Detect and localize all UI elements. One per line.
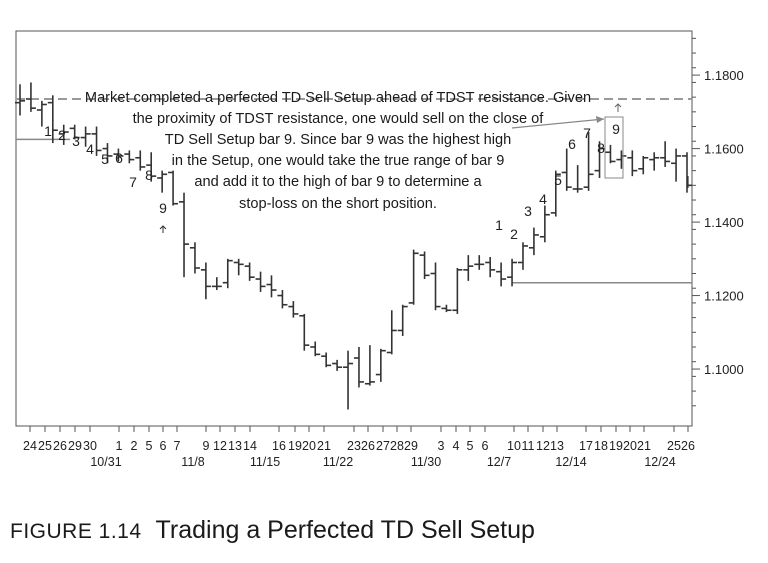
- x-day-label: 21: [317, 439, 331, 453]
- x-day-label: 10: [507, 439, 521, 453]
- x-day-label: 29: [404, 439, 418, 453]
- x-date-label: 11/8: [181, 455, 204, 469]
- x-day-label: 16: [272, 439, 286, 453]
- setup-count-label: 3: [72, 133, 80, 149]
- x-day-label: 29: [68, 439, 82, 453]
- annotation-line: the proximity of TDST resistance, one wo…: [133, 111, 545, 127]
- bar9-highlight-box: [604, 116, 624, 179]
- setup-count-label: 7: [129, 174, 137, 190]
- setup-count-label: 1: [495, 217, 503, 233]
- x-date-label: 11/15: [250, 455, 280, 469]
- x-day-label: 12: [536, 439, 550, 453]
- figure-number: FIGURE 1.14: [10, 520, 142, 543]
- annotation-arrow: [511, 118, 605, 129]
- x-day-label: 6: [160, 439, 167, 453]
- setup-count-label: 2: [58, 127, 66, 143]
- x-day-label: 20: [623, 439, 637, 453]
- x-axis: 24 25 26 29 30 1 2 5 6 7 9 12 13 14 16 19 20 21 23 26 27 28 29…: [23, 426, 695, 469]
- x-day-label: 23: [347, 439, 361, 453]
- x-day-label: 25: [667, 439, 681, 453]
- setup-count-label: 8: [145, 167, 153, 183]
- x-day-label: 28: [390, 439, 404, 453]
- setup-count-label: 1: [44, 123, 52, 139]
- y-tick-label: 1.1400: [704, 215, 744, 230]
- y-tick-label: 1.1600: [704, 142, 744, 157]
- x-day-label: 13: [550, 439, 564, 453]
- y-axis: 1.1800 1.1600 1.1400 1.1200 1.1000: [692, 37, 744, 407]
- x-day-label: 19: [288, 439, 302, 453]
- x-day-label: 27: [376, 439, 390, 453]
- x-day-label: 13: [228, 439, 242, 453]
- setup-count-label: 6: [568, 136, 576, 152]
- x-day-label: 6: [482, 439, 489, 453]
- figure-title: Trading a Perfected TD Sell Setup: [155, 516, 535, 544]
- x-day-label: 3: [438, 439, 445, 453]
- setup-count-label: 8: [597, 140, 605, 156]
- x-day-label: 14: [243, 439, 257, 453]
- annotation-line: Market completed a perfected TD Sell Set…: [85, 90, 591, 106]
- x-date-label: 12/7: [487, 455, 511, 469]
- setup-count-label: 4: [539, 191, 547, 207]
- x-day-label: 21: [637, 439, 651, 453]
- x-day-label: 12: [213, 439, 227, 453]
- x-day-label: 24: [23, 439, 37, 453]
- x-date-label: 11/30: [411, 455, 441, 469]
- setup-count-label: 4: [86, 141, 94, 157]
- setup-count-label: 9: [159, 200, 167, 216]
- annotation-line: stop-loss on the short position.: [239, 196, 437, 212]
- stop-marker-icon: [159, 225, 167, 233]
- x-date-label: 10/31: [90, 455, 121, 469]
- x-date-label: 11/22: [323, 455, 353, 469]
- annotation: Market completed a perfected TD Sell Set…: [85, 90, 605, 212]
- price-bars: [15, 82, 692, 410]
- x-day-label: 7: [174, 439, 181, 453]
- x-day-label: 26: [681, 439, 695, 453]
- annotation-line: and add it to the high of bar 9 to deter…: [194, 174, 482, 190]
- x-day-label: 25: [38, 439, 52, 453]
- tdst-levels: [16, 97, 692, 284]
- x-day-label: 4: [453, 439, 460, 453]
- x-day-label: 26: [361, 439, 375, 453]
- setup-count-label: 9: [612, 121, 620, 137]
- stop-marker-icon: [614, 103, 622, 112]
- x-day-label: 18: [594, 439, 608, 453]
- x-day-label: 20: [302, 439, 316, 453]
- x-day-label: 17: [579, 439, 593, 453]
- x-day-label: 5: [467, 439, 474, 453]
- x-day-label: 11: [522, 439, 535, 453]
- annotation-line: in the Setup, one would take the true ra…: [172, 153, 505, 169]
- annotation-line: TD Sell Setup bar 9. Since bar 9 was the…: [165, 132, 511, 148]
- x-day-label: 5: [146, 439, 153, 453]
- figure-caption: FIGURE 1.14 Trading a Perfected TD Sell S…: [10, 516, 535, 545]
- x-day-label: 19: [609, 439, 623, 453]
- x-date-label: 12/24: [644, 455, 675, 469]
- y-tick-label: 1.1800: [704, 68, 744, 83]
- setup-count-label: 5: [101, 151, 109, 167]
- setup-count-label: 3: [524, 203, 532, 219]
- x-day-label: 1: [116, 439, 123, 453]
- setup-count-label: 7: [583, 125, 591, 141]
- setup-count-label: 5: [554, 172, 562, 188]
- y-tick-label: 1.1000: [704, 362, 744, 377]
- x-day-label: 30: [83, 439, 97, 453]
- arrowhead-icon: [596, 116, 604, 123]
- setup-count-label: 6: [115, 150, 123, 166]
- x-date-label: 12/14: [555, 455, 586, 469]
- setup-count-label: 2: [510, 226, 518, 242]
- x-day-label: 9: [203, 439, 210, 453]
- x-day-label: 26: [53, 439, 67, 453]
- x-day-label: 2: [131, 439, 138, 453]
- y-tick-label: 1.1200: [704, 289, 744, 304]
